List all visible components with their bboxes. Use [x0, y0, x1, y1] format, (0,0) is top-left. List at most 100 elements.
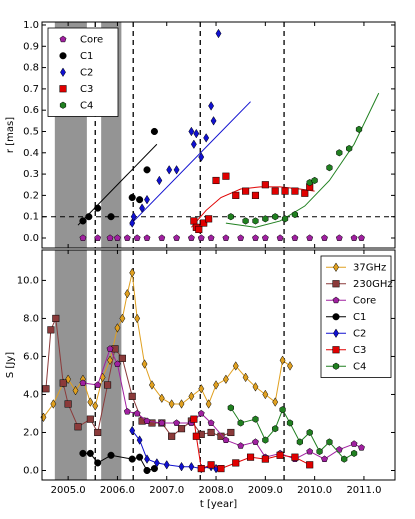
- marker: [252, 217, 259, 225]
- legend-label: C2: [353, 328, 366, 339]
- marker: [291, 453, 299, 461]
- y-tick-label: 0.2: [23, 190, 39, 201]
- marker: [173, 419, 181, 426]
- marker: [192, 432, 200, 440]
- marker: [252, 234, 259, 241]
- marker: [232, 459, 240, 467]
- y-tick-label: 4.0: [23, 389, 39, 400]
- marker: [178, 461, 185, 472]
- legend-marker: [332, 346, 340, 354]
- marker: [123, 234, 131, 241]
- marker: [281, 187, 289, 195]
- legend-marker: [333, 328, 339, 339]
- marker: [190, 217, 198, 225]
- legend-marker: [333, 262, 339, 273]
- marker: [156, 175, 163, 186]
- marker: [124, 288, 131, 299]
- marker: [144, 194, 150, 205]
- legend-marker: [59, 52, 67, 60]
- legend-box: [47, 27, 119, 117]
- y-tick-label: 10.0: [17, 275, 39, 286]
- marker: [143, 234, 151, 241]
- marker: [64, 400, 72, 408]
- marker: [252, 415, 259, 423]
- legend-label: 230GHz: [353, 279, 393, 290]
- marker: [118, 354, 126, 362]
- marker: [271, 187, 279, 195]
- marker: [158, 393, 165, 404]
- legend-label: C3: [80, 84, 93, 95]
- marker: [143, 166, 151, 174]
- marker: [197, 234, 205, 241]
- legend-label: Core: [80, 34, 103, 45]
- legend-marker: [59, 101, 67, 109]
- marker: [306, 428, 313, 437]
- marker: [114, 323, 121, 333]
- marker: [113, 360, 121, 367]
- y-tick-label: 0.0: [23, 465, 39, 476]
- marker: [128, 455, 136, 463]
- marker: [306, 447, 314, 455]
- marker: [86, 415, 94, 423]
- marker: [188, 126, 195, 137]
- marker: [276, 451, 284, 459]
- marker: [335, 234, 343, 241]
- fit-line: [129, 101, 251, 226]
- marker: [237, 234, 245, 241]
- marker: [203, 133, 210, 143]
- marker: [232, 191, 240, 199]
- marker: [326, 438, 333, 446]
- marker: [237, 442, 245, 449]
- marker: [153, 458, 160, 468]
- marker: [279, 406, 286, 414]
- marker: [173, 234, 181, 241]
- marker: [139, 203, 146, 213]
- marker: [279, 355, 286, 366]
- series-line: [45, 316, 232, 437]
- marker: [358, 234, 365, 241]
- legend-label: C1: [80, 51, 93, 62]
- marker: [94, 381, 102, 388]
- series-line: [131, 430, 217, 470]
- marker: [217, 432, 225, 440]
- y-tick-label: 0.9: [23, 41, 39, 52]
- marker: [42, 385, 50, 393]
- y-tick-label: 0.5: [23, 126, 39, 137]
- marker: [261, 234, 269, 241]
- marker: [79, 379, 87, 386]
- marker: [107, 213, 115, 221]
- marker: [197, 409, 205, 417]
- legend-marker: [332, 280, 340, 288]
- fit-line: [77, 143, 158, 226]
- marker: [136, 196, 144, 204]
- legend-marker: [332, 296, 340, 304]
- x-tick-label: 2010.0: [297, 485, 332, 496]
- marker: [237, 419, 244, 427]
- marker: [358, 444, 365, 451]
- marker: [163, 460, 170, 470]
- x-tick-label: 2006.0: [100, 485, 135, 496]
- plot-frame: [41, 21, 396, 249]
- marker: [94, 204, 102, 212]
- marker: [123, 407, 131, 415]
- legend-marker: [332, 362, 340, 370]
- marker: [47, 326, 55, 334]
- marker: [94, 234, 102, 241]
- x-tick-label: 2009.0: [248, 485, 283, 496]
- marker: [350, 440, 358, 447]
- marker: [200, 219, 208, 227]
- marker: [149, 380, 155, 390]
- marker: [232, 361, 239, 371]
- marker: [262, 436, 269, 444]
- marker: [168, 432, 176, 440]
- marker: [217, 465, 225, 473]
- marker: [251, 191, 260, 199]
- marker: [50, 399, 57, 409]
- marker: [74, 423, 82, 431]
- marker: [168, 399, 175, 409]
- marker: [291, 210, 299, 219]
- marker: [261, 181, 269, 189]
- marker: [187, 234, 195, 241]
- marker: [166, 165, 173, 175]
- plot-frame: [41, 249, 396, 481]
